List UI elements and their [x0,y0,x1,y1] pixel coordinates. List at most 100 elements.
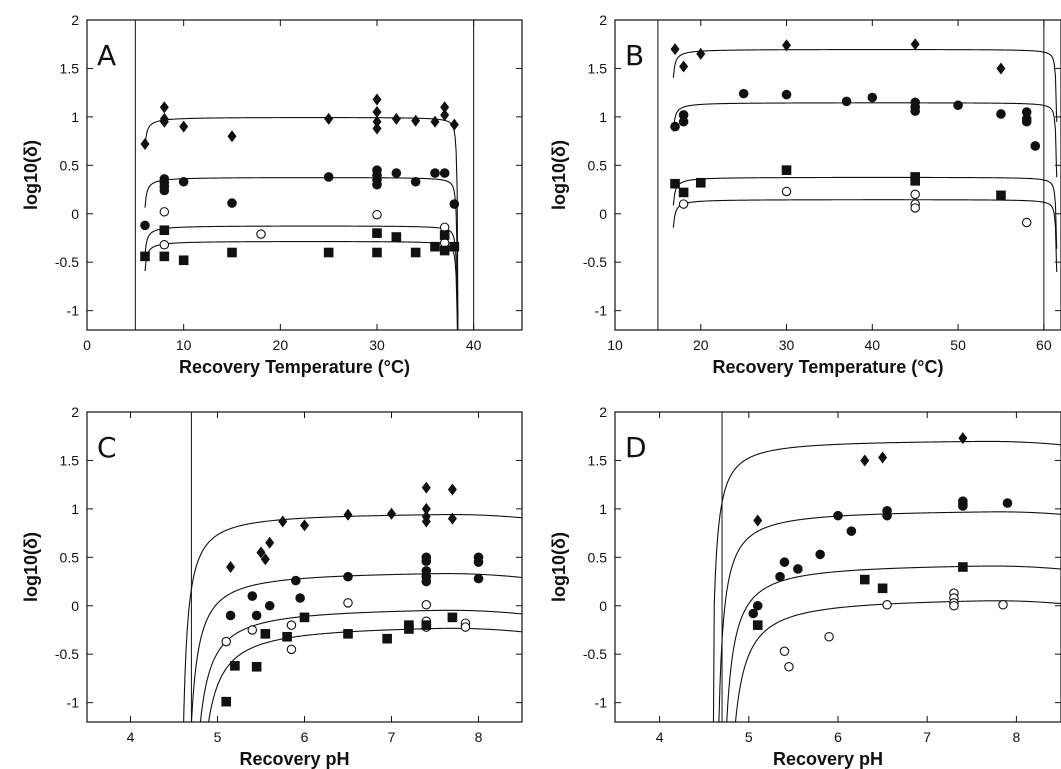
data-point-open-circle [439,238,450,248]
data-point-square [391,232,402,242]
panel-a: 0 10 20 30 40 -1 -0.5 0 0.5 1 1.5 2 Recovery Tempera… [21,12,523,377]
data-point-circle [846,526,857,536]
data-point-circle [323,172,334,182]
data-point-square [670,178,680,189]
data-point-square [343,629,353,639]
data-point-diamond [958,432,968,445]
plot-area [670,38,1058,273]
data-point-open-circle [882,600,892,610]
fit-curve-square [726,565,1061,722]
data-point-square [678,187,689,198]
data-point-square [859,574,870,585]
axes-frame [614,411,1061,723]
fit-curve-diamond [183,513,522,722]
data-point-diamond [421,515,431,528]
data-point-diamond [421,502,431,515]
data-point-diamond [782,39,792,52]
data-point-circle [247,591,258,601]
data-point-square [227,247,237,258]
data-point-circle [178,176,189,187]
data-point-circle [958,501,968,511]
data-point-circle [781,89,792,100]
axes-frame [86,411,523,723]
x-tick-label: 10 [176,337,192,353]
data-point-square [382,633,392,644]
y-tick-label: -0.5 [583,254,607,270]
data-point-circle [430,168,440,178]
data-point-open-circle [678,199,689,209]
data-point-square [178,255,189,266]
data-point-circle [1021,107,1032,117]
y-axis-label: log10(δ) [21,532,41,602]
data-point-diamond [447,512,457,525]
data-point-circle [678,110,689,120]
data-point-circle [1030,141,1041,151]
x-tick-label: 40 [466,337,482,353]
x-tick-label: 8 [475,729,483,745]
data-point-square [410,247,421,258]
data-point-diamond [878,451,888,464]
y-tick-label: 2 [599,12,607,28]
data-point-square [877,583,888,594]
data-point-open-circle [910,203,920,213]
data-point-circle [910,106,920,116]
plot-area [140,93,460,330]
x-tick-label: 50 [950,337,966,353]
data-point-square [140,251,150,262]
data-point-diamond [260,553,270,566]
data-point-open-circle [949,600,959,611]
data-point-circle [867,92,878,103]
data-point-circle [882,510,892,521]
data-point-diamond [411,114,421,127]
y-tick-label: 0 [71,206,79,222]
data-point-circle [159,185,170,196]
fit-curve-circle [672,102,1058,178]
data-point-diamond [256,546,266,559]
data-point-diamond [324,112,334,125]
y-tick-label: 1.5 [588,60,608,76]
data-point-open-circle [421,600,432,610]
data-point-square [781,165,792,175]
data-point-square [449,241,460,252]
panel-b: 10 20 30 40 50 60 -1 -0.5 0 0.5 1 1.5 2 Recovery Temp… [549,12,1061,377]
data-point-circle [678,116,689,127]
data-point-open-circle [343,598,353,608]
data-point-square [447,612,458,623]
y-axis-label: log10(δ) [549,532,569,602]
data-point-circle [421,576,432,587]
plot-area [183,481,522,722]
data-point-diamond [372,106,382,119]
data-point-circle [251,610,262,621]
y-tick-label: -1 [67,695,80,711]
fit-curve-circle [190,573,522,722]
x-tick-label: 5 [745,729,753,745]
x-axis-label: Recovery pH [239,749,349,769]
data-point-open-circle [286,644,297,655]
y-tick-label: 0 [71,598,79,614]
data-point-diamond [226,561,236,573]
data-point-circle [748,608,759,619]
y-tick-label: -0.5 [583,646,607,662]
data-point-diamond [372,115,382,128]
axes-frame [86,19,523,331]
data-point-circle [738,88,749,99]
data-point-open-circle [221,636,231,647]
data-point-square [372,228,382,238]
data-point-open-circle [1021,217,1032,228]
axes-frame [614,19,1061,331]
y-axis-label: log10(δ) [549,140,569,210]
data-point-square [439,230,450,240]
data-point-circle [391,168,402,178]
data-point-square [404,620,414,630]
x-tick-label: 5 [214,729,222,745]
data-point-circle [1021,116,1032,127]
data-point-diamond [447,483,457,496]
x-tick-label: 30 [369,337,385,353]
data-point-circle [473,557,484,567]
data-point-square [159,225,170,236]
data-point-diamond [343,508,353,521]
panel-letter: B [625,39,644,72]
x-axis-label: Recovery Temperature (°C) [713,357,944,377]
